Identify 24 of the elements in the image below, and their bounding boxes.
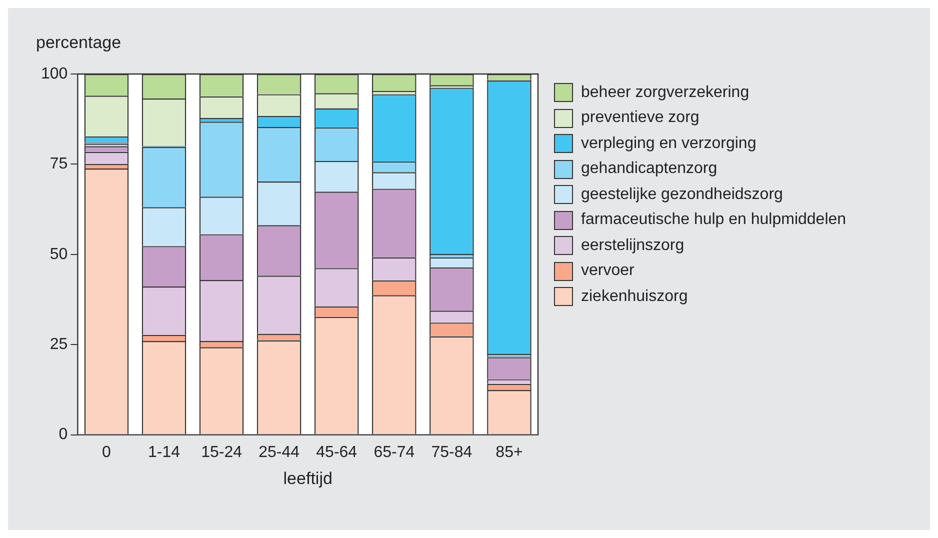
y-tick-label: 100 [40, 65, 68, 82]
y-tick-label: 0 [58, 426, 68, 444]
y-axis-title: percentage [36, 33, 122, 52]
x-tick-label: 0 [102, 444, 112, 461]
legend-label: beheer zorgverzekering [581, 84, 750, 102]
x-axis-title: leeftijd [283, 468, 332, 488]
x-tick-label: 1-14 [148, 444, 180, 461]
y-tick-label: 25 [50, 336, 68, 354]
legend-label: farmaceutische hulp en hulpmiddelen [581, 211, 846, 230]
x-tick-label: 85+ [496, 444, 523, 461]
x-tick-label: 25-44 [258, 444, 300, 461]
legend-label: verpleging en verzorging [581, 134, 756, 153]
legend-label: ziekenhuiszorg [581, 288, 688, 306]
x-tick-label: 15-24 [201, 444, 242, 461]
legend-label: geestelijke gezondheidszorg [581, 186, 783, 204]
legend-label: preventieve zorg [581, 109, 700, 128]
y-tick-label: 75 [50, 156, 68, 173]
x-tick-label: 75-84 [431, 444, 472, 461]
legend-label: eerstelijnszorg [581, 236, 684, 255]
legend-label: gehandicaptenzorg [581, 160, 718, 178]
y-tick-label: 50 [50, 246, 68, 263]
legend-label: vervoer [581, 262, 634, 280]
x-tick-label: 45-64 [316, 444, 358, 461]
x-tick-label: 65-74 [374, 444, 415, 461]
